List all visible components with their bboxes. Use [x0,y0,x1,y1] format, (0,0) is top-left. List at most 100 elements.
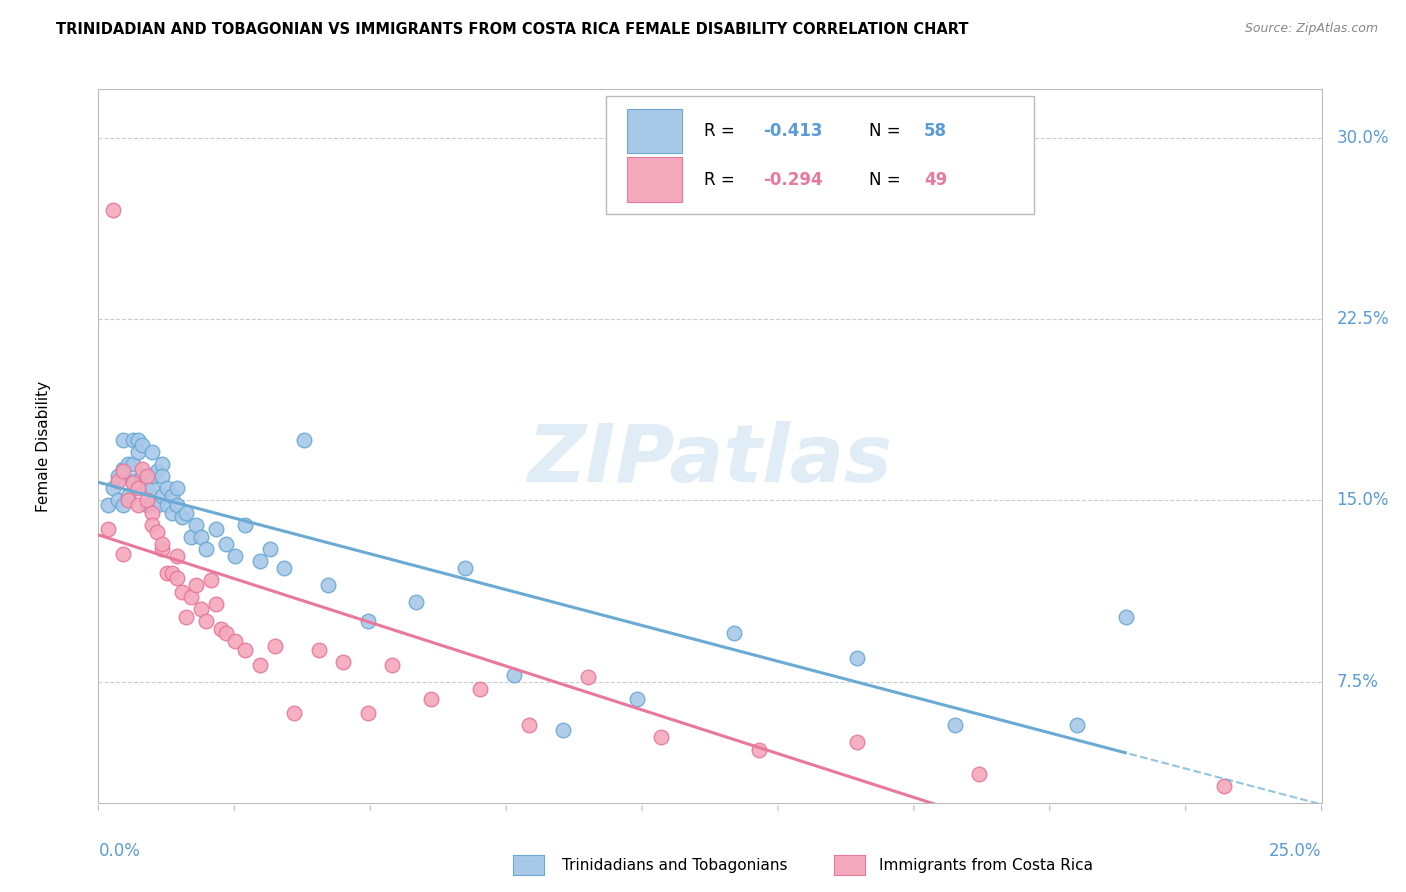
Text: -0.413: -0.413 [762,122,823,140]
Text: Female Disability: Female Disability [37,380,51,512]
Point [576,670,599,684]
Point [1066,718,1088,732]
Point [205,598,228,612]
Point [845,735,868,749]
Point [186,578,208,592]
Point [845,650,868,665]
Point [107,474,129,488]
Point [214,626,236,640]
Point [233,517,256,532]
Text: Source: ZipAtlas.com: Source: ZipAtlas.com [1244,22,1378,36]
Point [170,585,193,599]
Point [107,469,129,483]
Point [503,667,526,681]
Point [117,493,139,508]
Bar [627,109,682,153]
Point [136,498,159,512]
Point [121,457,143,471]
Point [127,498,149,512]
Point [166,498,188,512]
Point [101,481,124,495]
Point [318,578,340,592]
Point [136,469,159,483]
Point [111,464,134,478]
Point [136,493,159,508]
Point [249,554,271,568]
Point [141,506,163,520]
Point [186,517,208,532]
Point [166,549,188,563]
Point [111,462,134,476]
Text: 15.0%: 15.0% [1336,491,1389,509]
Point [200,574,222,588]
Point [1212,779,1234,793]
Point [107,493,129,508]
Point [356,615,378,629]
Point [127,433,149,447]
Point [166,571,188,585]
Text: N =: N = [869,170,905,188]
Point [332,656,354,670]
Text: N =: N = [869,122,905,140]
Point [405,595,427,609]
Point [1115,609,1137,624]
Point [233,643,256,657]
Text: -0.294: -0.294 [762,170,823,188]
Point [517,718,540,732]
Point [723,626,745,640]
Point [146,464,169,478]
Point [150,457,173,471]
Bar [627,157,682,202]
Point [454,561,477,575]
Point [131,438,153,452]
Point [166,481,188,495]
Point [176,506,198,520]
FancyBboxPatch shape [606,96,1035,214]
Point [131,469,153,483]
Point [160,489,183,503]
Point [131,462,153,476]
Point [150,489,173,503]
Point [180,530,202,544]
Point [967,766,990,780]
Point [117,457,139,471]
Point [101,203,124,218]
Point [308,643,330,657]
Point [205,523,228,537]
Text: TRINIDADIAN AND TOBAGONIAN VS IMMIGRANTS FROM COSTA RICA FEMALE DISABILITY CORRE: TRINIDADIAN AND TOBAGONIAN VS IMMIGRANTS… [56,22,969,37]
Point [156,481,179,495]
Point [121,433,143,447]
Point [190,530,212,544]
Point [150,541,173,556]
Point [273,561,295,575]
Point [111,433,134,447]
Point [249,657,271,672]
Text: Immigrants from Costa Rica: Immigrants from Costa Rica [879,858,1092,872]
Point [170,510,193,524]
Point [190,602,212,616]
Point [111,547,134,561]
Point [259,541,281,556]
Point [160,506,183,520]
Text: R =: R = [704,170,740,188]
Point [156,498,179,512]
Point [117,489,139,503]
Point [136,481,159,495]
Text: 0.0%: 0.0% [98,842,141,860]
Point [468,682,491,697]
Point [111,498,134,512]
Text: 7.5%: 7.5% [1336,673,1378,690]
Point [176,609,198,624]
Point [381,657,404,672]
Point [156,566,179,580]
Point [263,639,285,653]
Text: Trinidadians and Tobagonians: Trinidadians and Tobagonians [562,858,787,872]
Text: 49: 49 [924,170,948,188]
Point [146,524,169,539]
Point [97,498,120,512]
Point [150,469,173,483]
Point [195,541,218,556]
Text: ZIPatlas: ZIPatlas [527,421,893,500]
Point [160,566,183,580]
Point [748,742,770,756]
